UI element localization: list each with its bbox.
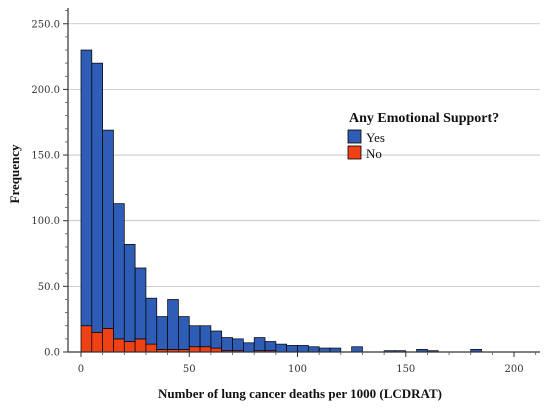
bar-yes (199, 325, 212, 348)
axes (67, 8, 540, 353)
bar-yes (232, 338, 244, 352)
bar-yes (102, 129, 114, 329)
bar-no (113, 338, 125, 353)
bar-yes (264, 341, 277, 352)
bar-no (188, 346, 201, 353)
x-tick-label: 200 (504, 364, 523, 375)
bar-no (199, 346, 212, 353)
bar-yes (243, 342, 255, 353)
legend-swatch-no (347, 145, 362, 160)
bar-yes (145, 297, 158, 345)
bar-yes (167, 299, 179, 350)
bar-yes (253, 337, 266, 352)
bar-yes (297, 345, 309, 353)
x-tick-label: 150 (396, 364, 415, 375)
y-axis-title: Frequency (7, 144, 22, 203)
bar-yes (188, 325, 201, 348)
bars (80, 49, 482, 353)
x-axis-title: Number of lung cancer deaths per 1000 (L… (158, 386, 442, 401)
y-tick-label: 100.0 (31, 216, 60, 227)
bar-no (145, 343, 158, 353)
bar-no (123, 341, 136, 353)
gridlines (68, 23, 540, 287)
legend: Any Emotional Support? Yes No (347, 111, 499, 161)
bar-no (102, 328, 114, 353)
bar-yes (156, 316, 168, 350)
y-tick-label: 50.0 (38, 282, 60, 293)
legend-swatch-yes (347, 129, 362, 144)
bar-yes (286, 345, 298, 353)
legend-label-no: No (366, 146, 382, 161)
y-tick-label: 0.0 (44, 348, 60, 359)
x-tick-label: 0 (78, 364, 84, 375)
y-tick-label: 250.0 (31, 19, 60, 30)
bar-yes (307, 346, 320, 353)
legend-title: Any Emotional Support? (349, 111, 499, 126)
bar-yes (275, 343, 288, 353)
bar-no (80, 325, 93, 353)
y-tick-label: 200.0 (31, 85, 60, 96)
y-tick-label: 150.0 (31, 151, 60, 162)
bar-yes (221, 337, 233, 352)
bar-yes (91, 62, 103, 333)
bar-yes (134, 267, 147, 340)
legend-label-yes: Yes (366, 130, 385, 145)
x-tick-label: 50 (183, 364, 196, 375)
bar-yes (80, 49, 93, 327)
bar-no (134, 338, 147, 353)
bar-no (91, 331, 103, 353)
x-axis-ticks: 0 50 100 150 200 (78, 352, 537, 375)
bar-yes (178, 316, 190, 350)
x-tick-label: 100 (288, 364, 307, 375)
bar-yes (210, 330, 223, 349)
bar-yes (113, 203, 125, 340)
y-axis-ticks: 0.0 50.0 100.0 150.0 200.0 250.0 (31, 10, 68, 359)
bar-yes (123, 243, 136, 342)
bar-yes (351, 346, 363, 353)
